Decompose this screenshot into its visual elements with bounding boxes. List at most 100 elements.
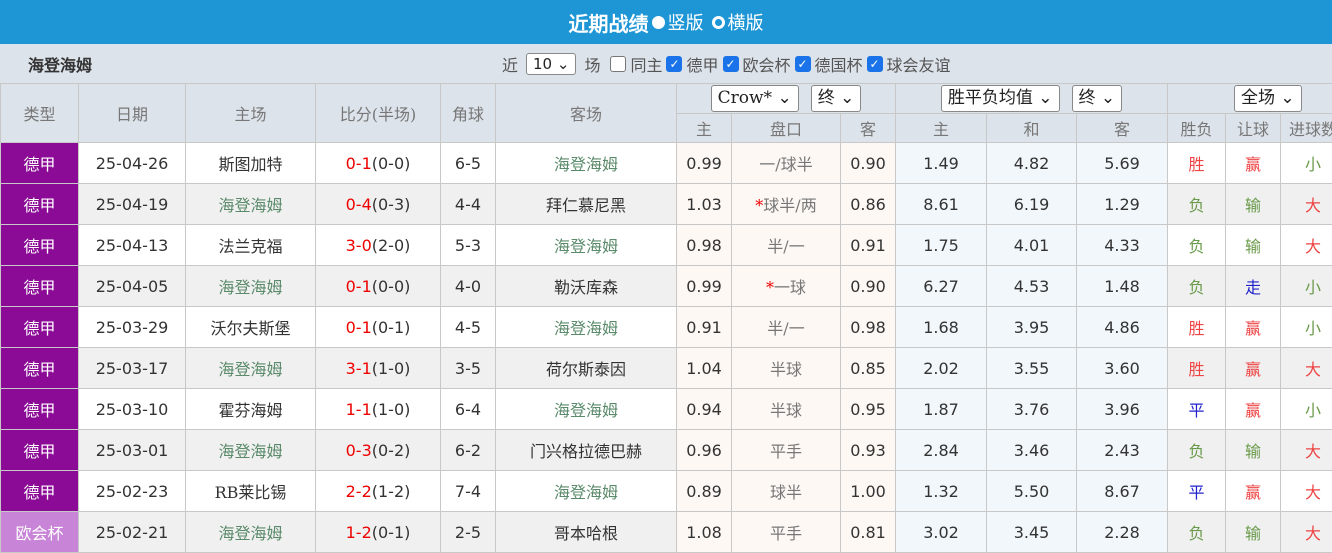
away-team[interactable]: 海登海姆 xyxy=(496,389,677,430)
score: 1-1(1-0) xyxy=(316,389,441,430)
away-team[interactable]: 拜仁慕尼黑 xyxy=(496,184,677,225)
home-team[interactable]: 法兰克福 xyxy=(186,225,316,266)
handicap-result: 输 xyxy=(1226,512,1281,553)
eu-time-select[interactable]: 终 ⌄ xyxy=(1072,85,1123,112)
eu-draw-odds: 3.95 xyxy=(987,307,1077,348)
score: 0-1(0-1) xyxy=(316,307,441,348)
title-bar: 近期战绩 竖版 横版 xyxy=(0,0,1332,44)
goals-result: 大 xyxy=(1281,348,1332,389)
ah-time-select[interactable]: 终 ⌄ xyxy=(811,85,862,112)
half-time-score: (0-0) xyxy=(372,154,411,173)
radio-horizontal[interactable] xyxy=(712,16,725,29)
ah-line-value: 半/一 xyxy=(767,319,804,338)
home-team[interactable]: 海登海姆 xyxy=(186,512,316,553)
goals-result: 大 xyxy=(1281,512,1332,553)
goals-result: 大 xyxy=(1281,471,1332,512)
match-count-select[interactable]: 10 ⌄ xyxy=(526,53,576,75)
league-checkbox-bundesliga[interactable]: ✓ xyxy=(666,56,682,72)
ah-line-value: 一/球半 xyxy=(759,155,812,174)
away-team[interactable]: 门兴格拉德巴赫 xyxy=(496,430,677,471)
league-checkbox-friendly[interactable]: ✓ xyxy=(867,56,883,72)
home-team[interactable]: 斯图加特 xyxy=(186,143,316,184)
option-vertical-label[interactable]: 竖版 xyxy=(668,9,704,35)
option-horizontal-label[interactable]: 横版 xyxy=(728,9,764,35)
handicap-result: 赢 xyxy=(1226,307,1281,348)
score: 0-1(0-0) xyxy=(316,266,441,307)
col-corner: 角球 xyxy=(441,84,496,143)
home-team[interactable]: 海登海姆 xyxy=(186,430,316,471)
goals-result: 大 xyxy=(1281,225,1332,266)
ah-line-value: 半/一 xyxy=(767,237,804,256)
result: 胜 xyxy=(1168,307,1226,348)
away-team[interactable]: 海登海姆 xyxy=(496,307,677,348)
away-team[interactable]: 勒沃库森 xyxy=(496,266,677,307)
league-checkbox-conference[interactable]: ✓ xyxy=(723,56,739,72)
ah-home-odds: 0.99 xyxy=(677,266,732,307)
period-select[interactable]: 全场 ⌄ xyxy=(1234,85,1302,112)
score: 3-1(1-0) xyxy=(316,348,441,389)
col-score: 比分(半场) xyxy=(316,84,441,143)
ah-away-odds: 0.98 xyxy=(841,307,896,348)
radio-vertical[interactable] xyxy=(652,16,665,29)
match-type-badge: 德甲 xyxy=(1,143,79,184)
ah-company-select[interactable]: Crow* ⌄ xyxy=(711,85,799,112)
col-eu-away: 客 xyxy=(1077,114,1168,143)
eu-draw-odds: 6.19 xyxy=(987,184,1077,225)
ah-away-odds: 0.81 xyxy=(841,512,896,553)
match-type-badge: 德甲 xyxy=(1,225,79,266)
ah-home-odds: 0.99 xyxy=(677,143,732,184)
result: 负 xyxy=(1168,184,1226,225)
half-time-score: (1-0) xyxy=(372,359,411,378)
home-team[interactable]: 海登海姆 xyxy=(186,348,316,389)
ah-line: 半球 xyxy=(732,389,841,430)
home-team[interactable]: 海登海姆 xyxy=(186,266,316,307)
result: 平 xyxy=(1168,389,1226,430)
near-label: 近 xyxy=(502,52,518,76)
filter-bar: 海登海姆 近 10 ⌄ 场 同主 ✓德甲 ✓欧会杯 ✓德国杯 ✓球会友谊 xyxy=(0,44,1332,83)
match-date: 25-04-19 xyxy=(79,184,186,225)
ah-line: 半/一 xyxy=(732,307,841,348)
away-team[interactable]: 海登海姆 xyxy=(496,225,677,266)
match-table: 类型 日期 主场 比分(半场) 角球 客场 Crow* ⌄终 ⌄ 胜平负均值 ⌄… xyxy=(0,83,1332,553)
corner-score: 7-4 xyxy=(441,471,496,512)
league-checkbox-dfb-pokal[interactable]: ✓ xyxy=(795,56,811,72)
ah-line: 半球 xyxy=(732,348,841,389)
full-time-score: 1-2 xyxy=(346,523,372,542)
home-team[interactable]: RB莱比锡 xyxy=(186,471,316,512)
eu-away-odds: 5.69 xyxy=(1077,143,1168,184)
ah-line-value: 平手 xyxy=(770,524,802,543)
away-team[interactable]: 荷尔斯泰因 xyxy=(496,348,677,389)
league-label: 德甲 xyxy=(686,52,718,76)
result: 负 xyxy=(1168,430,1226,471)
away-team[interactable]: 海登海姆 xyxy=(496,143,677,184)
away-team[interactable]: 海登海姆 xyxy=(496,471,677,512)
match-date: 25-03-29 xyxy=(79,307,186,348)
eu-type-select[interactable]: 胜平负均值 ⌄ xyxy=(941,85,1060,112)
eu-away-odds: 4.33 xyxy=(1077,225,1168,266)
home-team[interactable]: 沃尔夫斯堡 xyxy=(186,307,316,348)
ah-home-odds: 1.04 xyxy=(677,348,732,389)
col-ah-line: 盘口 xyxy=(732,114,841,143)
home-team[interactable]: 海登海姆 xyxy=(186,184,316,225)
league-label: 欧会杯 xyxy=(743,52,791,76)
score: 0-1(0-0) xyxy=(316,143,441,184)
away-team[interactable]: 哥本哈根 xyxy=(496,512,677,553)
score: 3-0(2-0) xyxy=(316,225,441,266)
ah-home-odds: 1.03 xyxy=(677,184,732,225)
full-time-score: 0-3 xyxy=(346,441,372,460)
home-team[interactable]: 霍芬海姆 xyxy=(186,389,316,430)
same-home-checkbox[interactable] xyxy=(610,56,626,72)
ah-line: 平手 xyxy=(732,512,841,553)
ah-line: 一/球半 xyxy=(732,143,841,184)
col-date: 日期 xyxy=(79,84,186,143)
